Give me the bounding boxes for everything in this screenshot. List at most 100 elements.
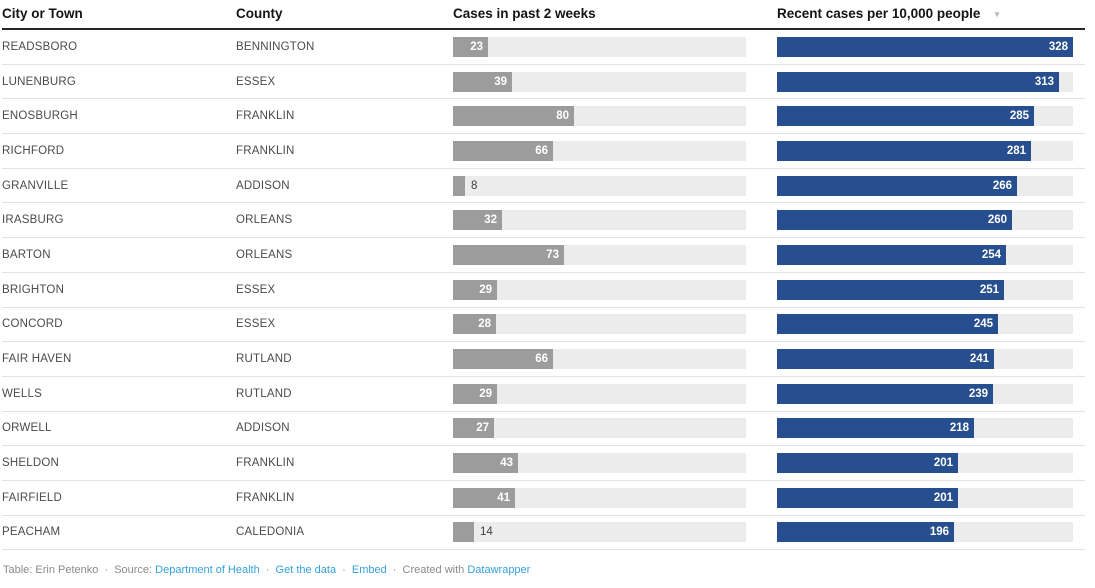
cases-bar-track: 80 xyxy=(453,106,746,127)
embed-link[interactable]: Embed xyxy=(351,564,387,577)
rate-bar-track: 251 xyxy=(777,279,1073,300)
column-header-cases-label: Cases in past 2 weeks xyxy=(453,5,596,21)
rate-bar-track: 328 xyxy=(777,36,1073,57)
source-link[interactable]: Department of Health xyxy=(155,564,260,577)
city-cell: SHELDON xyxy=(2,457,59,470)
table-row: CONCORD ESSEX 28 245 xyxy=(2,308,1085,343)
city-cell: CONCORD xyxy=(2,318,63,331)
rate-bar-value: 196 xyxy=(929,526,949,539)
rate-bar-cell: 260 xyxy=(777,210,1085,231)
rate-bar-cell: 251 xyxy=(777,279,1085,300)
rate-bar-value: 201 xyxy=(933,457,953,470)
cases-bar: 29 xyxy=(453,383,497,404)
cases-bar: 43 xyxy=(453,453,518,474)
cases-bar: 80 xyxy=(453,106,574,127)
cases-bar-cell: 28 xyxy=(453,314,777,335)
rate-bar-track: 201 xyxy=(777,453,1073,474)
cases-bar-value: 39 xyxy=(494,75,507,88)
rate-bar-cell: 241 xyxy=(777,349,1085,370)
table-footer: Table: Erin Petenko · Source: Department… xyxy=(2,550,1095,576)
rate-bar-value: 254 xyxy=(981,248,1001,261)
rate-bar-value: 313 xyxy=(1034,75,1054,88)
city-cell: READSBORO xyxy=(2,40,78,53)
cases-bar-value: 29 xyxy=(479,387,492,400)
rate-bar-cell: 201 xyxy=(777,453,1085,474)
cases-bar: 28 xyxy=(453,314,496,335)
cases-bar: 41 xyxy=(453,487,515,508)
rate-bar-value: 328 xyxy=(1048,40,1068,53)
table-row: GRANVILLE ADDISON 8 266 xyxy=(2,169,1085,204)
cases-bar-value: 66 xyxy=(535,353,548,366)
rate-bar: 251 xyxy=(777,279,1004,300)
rate-bar: 218 xyxy=(777,418,974,439)
rate-bar: 254 xyxy=(777,244,1006,265)
table-row: FAIR HAVEN RUTLAND 66 241 xyxy=(2,342,1085,377)
rate-bar-track: 260 xyxy=(777,210,1073,231)
city-cell: FAIR HAVEN xyxy=(2,353,72,366)
cases-bar-track: 43 xyxy=(453,453,746,474)
rate-bar-value: 218 xyxy=(949,422,969,435)
sort-desc-icon: ▼ xyxy=(993,9,1002,19)
cases-bar-value: 8 xyxy=(471,179,478,192)
city-cell: RICHFORD xyxy=(2,144,65,157)
datawrapper-link[interactable]: Datawrapper xyxy=(467,564,531,577)
cases-bar: 27 xyxy=(453,418,494,439)
rate-bar-cell: 328 xyxy=(777,36,1085,57)
cases-bar-value: 43 xyxy=(500,457,513,470)
footer-separator: · xyxy=(392,564,397,577)
county-cell: CALEDONIA xyxy=(236,526,305,539)
rate-bar-cell: 266 xyxy=(777,175,1085,196)
rate-bar-cell: 245 xyxy=(777,314,1085,335)
city-cell: WELLS xyxy=(2,387,42,400)
cases-bar: 23 xyxy=(453,36,488,57)
rate-bar: 245 xyxy=(777,314,998,335)
footer-separator: · xyxy=(104,564,109,577)
cases-bar-cell: 66 xyxy=(453,140,777,161)
column-header-rate[interactable]: Recent cases per 10,000 people ▼ xyxy=(777,6,1085,23)
cases-bar-value: 41 xyxy=(497,491,510,504)
city-cell: ENOSBURGH xyxy=(2,110,78,123)
cases-bar: 66 xyxy=(453,349,553,370)
rate-bar: 241 xyxy=(777,349,994,370)
column-header-cases[interactable]: Cases in past 2 weeks xyxy=(453,6,777,23)
table-row: ENOSBURGH FRANKLIN 80 285 xyxy=(2,99,1085,135)
cases-bar-cell: 39 xyxy=(453,71,777,92)
rate-bar: 281 xyxy=(777,140,1031,161)
table-row: LUNENBURG ESSEX 39 313 xyxy=(2,65,1085,100)
table-row: BARTON ORLEANS 73 254 xyxy=(2,238,1085,273)
cases-bar-track: 14 xyxy=(453,522,746,543)
cases-bar-track: 32 xyxy=(453,210,746,231)
table-row: SHELDON FRANKLIN 43 201 xyxy=(2,446,1085,481)
cases-bar-cell: 32 xyxy=(453,210,777,231)
city-cell: IRASBURG xyxy=(2,214,64,227)
column-header-county-label: County xyxy=(236,5,283,21)
cases-bar: 66 xyxy=(453,140,553,161)
city-cell: BARTON xyxy=(2,248,51,261)
rate-bar: 328 xyxy=(777,36,1073,57)
column-header-county[interactable]: County xyxy=(236,6,453,23)
rate-bar-track: 239 xyxy=(777,383,1073,404)
rate-bar-value: 285 xyxy=(1009,110,1029,123)
cases-bar-cell: 8 xyxy=(453,175,777,196)
rate-bar: 313 xyxy=(777,71,1059,92)
rate-bar-value: 239 xyxy=(968,387,988,400)
cases-bar: 29 xyxy=(453,279,497,300)
table-row: FAIRFIELD FRANKLIN 41 201 xyxy=(2,481,1085,516)
cases-bar-track: 27 xyxy=(453,418,746,439)
rate-bar-value: 260 xyxy=(987,214,1007,227)
rate-bar-cell: 196 xyxy=(777,522,1085,543)
footer-separator: · xyxy=(342,564,346,577)
county-cell: ADDISON xyxy=(236,179,290,192)
cases-bar-track: 29 xyxy=(453,279,746,300)
get-data-link[interactable]: Get the data xyxy=(275,564,337,577)
rate-bar: 201 xyxy=(777,487,958,508)
column-header-city[interactable]: City or Town xyxy=(2,6,236,23)
table-body: READSBORO BENNINGTON 23 328 LUNENBURG ESSEX 39… xyxy=(2,30,1095,551)
rate-bar-track: 254 xyxy=(777,244,1073,265)
table-header: City or Town County Cases in past 2 week… xyxy=(2,0,1085,30)
county-cell: FRANKLIN xyxy=(236,491,295,504)
city-cell: BRIGHTON xyxy=(2,283,65,296)
county-cell: BENNINGTON xyxy=(236,40,315,53)
cases-bar-value: 80 xyxy=(556,110,569,123)
